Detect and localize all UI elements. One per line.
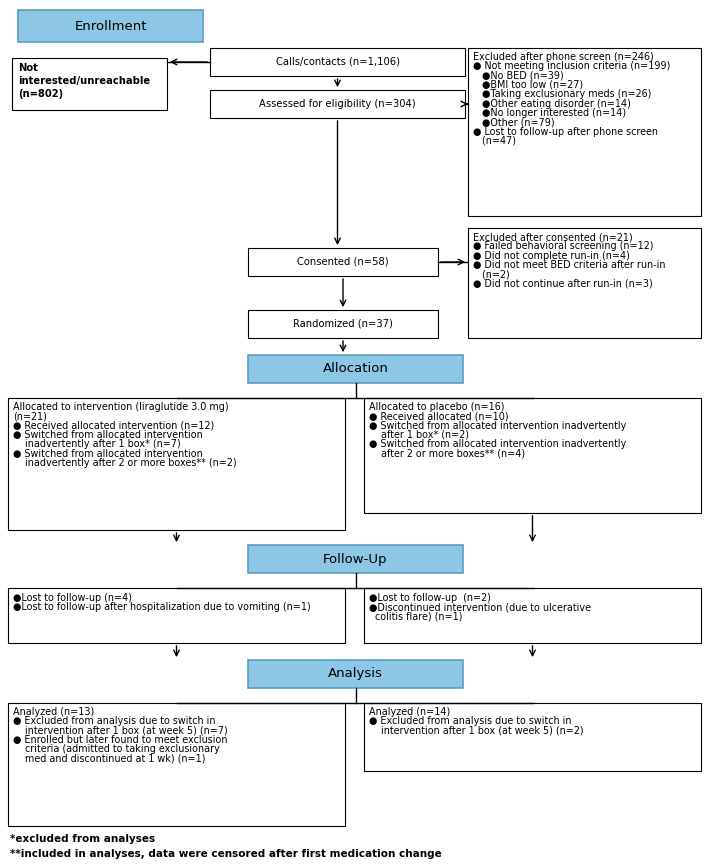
Bar [12, 58, 167, 110]
Text: ● Excluded from analysis due to switch in: ● Excluded from analysis due to switch i… [13, 716, 216, 727]
Text: ● Did not meet BED criteria after run-in: ● Did not meet BED criteria after run-in [473, 260, 666, 270]
Text: Follow-Up: Follow-Up [323, 552, 388, 565]
Bar [248, 545, 463, 573]
Text: Allocation: Allocation [323, 362, 389, 375]
Text: ● Received allocated (n=10): ● Received allocated (n=10) [369, 411, 508, 421]
Text: (n=21): (n=21) [13, 411, 47, 421]
Text: ● Lost to follow-up after phone screen: ● Lost to follow-up after phone screen [473, 127, 658, 136]
Text: ● Switched from allocated intervention: ● Switched from allocated intervention [13, 448, 203, 459]
Text: criteria (admitted to taking exclusionary: criteria (admitted to taking exclusionar… [13, 744, 220, 754]
Text: Analyzed (n=14): Analyzed (n=14) [369, 707, 450, 717]
Bar [248, 355, 463, 383]
Text: ● Switched from allocated intervention inadvertently: ● Switched from allocated intervention i… [369, 440, 626, 449]
Text: intervention after 1 box (at week 5) (n=2): intervention after 1 box (at week 5) (n=… [369, 726, 584, 735]
Text: colitis flare) (n=1): colitis flare) (n=1) [369, 611, 462, 622]
Text: ● Received allocated intervention (n=12): ● Received allocated intervention (n=12) [13, 420, 214, 431]
Text: ● Did not continue after run-in (n=3): ● Did not continue after run-in (n=3) [473, 278, 653, 289]
Text: ● Not meeting inclusion criteria (n=199): ● Not meeting inclusion criteria (n=199) [473, 62, 671, 71]
Text: ● Enrolled but later found to meet exclusion: ● Enrolled but later found to meet exclu… [13, 735, 228, 745]
Bar [364, 703, 701, 771]
Text: ●Lost to follow-up after hospitalization due to vomiting (n=1): ●Lost to follow-up after hospitalization… [13, 603, 311, 612]
Bar [364, 588, 701, 643]
Bar [8, 703, 345, 826]
Text: ● Switched from allocated intervention inadvertently: ● Switched from allocated intervention i… [369, 420, 626, 431]
Text: ● Excluded from analysis due to switch in: ● Excluded from analysis due to switch i… [369, 716, 571, 727]
Text: ●BMI too low (n=27): ●BMI too low (n=27) [473, 80, 583, 90]
Text: *excluded from analyses: *excluded from analyses [10, 834, 155, 844]
Text: after 1 box* (n=2): after 1 box* (n=2) [369, 430, 469, 440]
Text: ●Lost to follow-up (n=4): ●Lost to follow-up (n=4) [13, 593, 132, 603]
Text: med and discontinued at 1 wk) (n=1): med and discontinued at 1 wk) (n=1) [13, 753, 206, 764]
Bar [8, 588, 345, 643]
Text: ●Other (n=79): ●Other (n=79) [473, 117, 554, 127]
Bar [248, 248, 438, 276]
Bar [248, 310, 438, 338]
Text: Excluded after consented (n=21): Excluded after consented (n=21) [473, 232, 632, 242]
Text: ●Lost to follow-up  (n=2): ●Lost to follow-up (n=2) [369, 593, 491, 603]
Text: ●Other eating disorder (n=14): ●Other eating disorder (n=14) [473, 99, 631, 108]
Text: Enrollment: Enrollment [74, 19, 147, 32]
Text: Allocated to intervention (liraglutide 3.0 mg): Allocated to intervention (liraglutide 3… [13, 402, 228, 412]
Text: Excluded after phone screen (n=246): Excluded after phone screen (n=246) [473, 52, 654, 62]
Text: ●No BED (n=39): ●No BED (n=39) [473, 70, 564, 81]
Text: ●Discontinued intervention (due to ulcerative: ●Discontinued intervention (due to ulcer… [369, 603, 591, 612]
Text: ●Taking exclusionary meds (n=26): ●Taking exclusionary meds (n=26) [473, 89, 652, 99]
Bar [248, 660, 463, 688]
Bar [8, 398, 345, 530]
Text: Allocated to placebo (n=16): Allocated to placebo (n=16) [369, 402, 505, 412]
Text: Assessed for eligibility (n=304): Assessed for eligibility (n=304) [259, 99, 415, 109]
Text: inadvertently after 1 box* (n=7): inadvertently after 1 box* (n=7) [13, 440, 181, 449]
Text: ● Did not complete run-in (n=4): ● Did not complete run-in (n=4) [473, 251, 630, 261]
Text: ● Failed behavioral screening (n=12): ● Failed behavioral screening (n=12) [473, 241, 654, 251]
Text: Calls/contacts (n=1,106): Calls/contacts (n=1,106) [276, 57, 399, 67]
Text: **included in analyses, data were censored after first medication change: **included in analyses, data were censor… [10, 849, 442, 859]
Bar [210, 48, 465, 76]
Text: Analysis: Analysis [328, 668, 383, 681]
Text: Analyzed (n=13): Analyzed (n=13) [13, 707, 94, 717]
Bar [210, 90, 465, 118]
Text: after 2 or more boxes** (n=4): after 2 or more boxes** (n=4) [369, 448, 525, 459]
Text: Not
interested/unreachable
(n=802): Not interested/unreachable (n=802) [18, 63, 150, 100]
Text: intervention after 1 box (at week 5) (n=7): intervention after 1 box (at week 5) (n=… [13, 726, 228, 735]
Text: Randomized (n=37): Randomized (n=37) [293, 319, 393, 329]
Text: Consented (n=58): Consented (n=58) [297, 257, 389, 267]
Text: ● Switched from allocated intervention: ● Switched from allocated intervention [13, 430, 203, 440]
Text: ●No longer interested (n=14): ●No longer interested (n=14) [473, 108, 626, 118]
Bar [364, 398, 701, 513]
Bar [468, 228, 701, 338]
Text: (n=2): (n=2) [473, 270, 510, 279]
Text: (n=47): (n=47) [473, 136, 516, 146]
Bar [468, 48, 701, 216]
Bar [18, 10, 203, 42]
Text: inadvertently after 2 or more boxes** (n=2): inadvertently after 2 or more boxes** (n… [13, 458, 237, 468]
